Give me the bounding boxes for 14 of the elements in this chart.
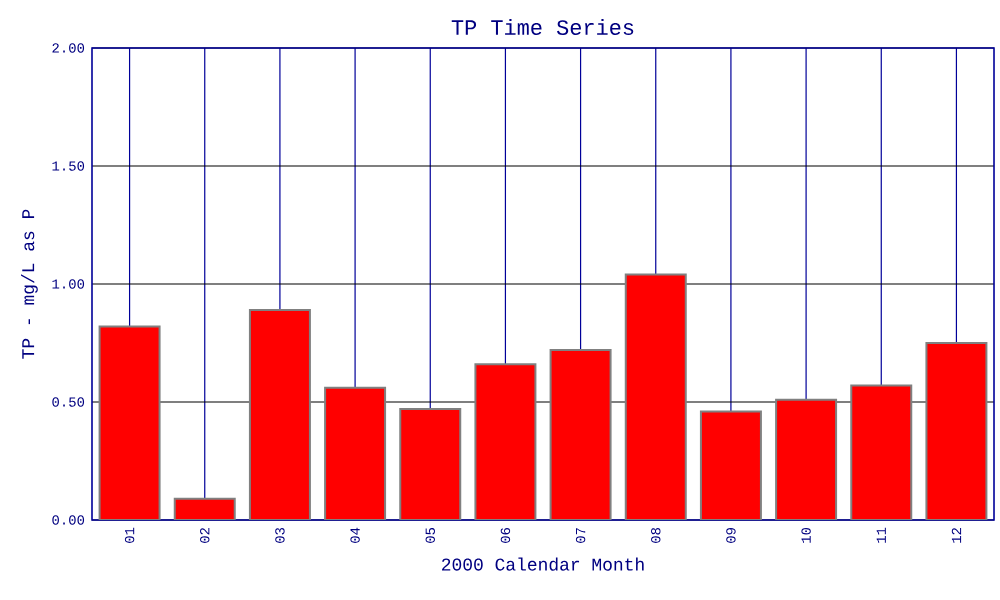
bar — [851, 385, 912, 520]
bar — [776, 399, 837, 520]
bar — [625, 274, 686, 520]
chart-title: TP Time Series — [451, 18, 634, 35]
bar — [99, 326, 160, 520]
x-axis-title: 2000 Calendar Month — [442, 557, 644, 571]
bar — [249, 309, 310, 520]
bar — [400, 409, 461, 520]
bar — [550, 350, 611, 520]
bar — [475, 364, 536, 520]
bar — [325, 387, 386, 520]
y-axis-title: TP - mg/L as P — [21, 209, 38, 359]
bar — [700, 411, 761, 520]
bar — [925, 342, 988, 520]
